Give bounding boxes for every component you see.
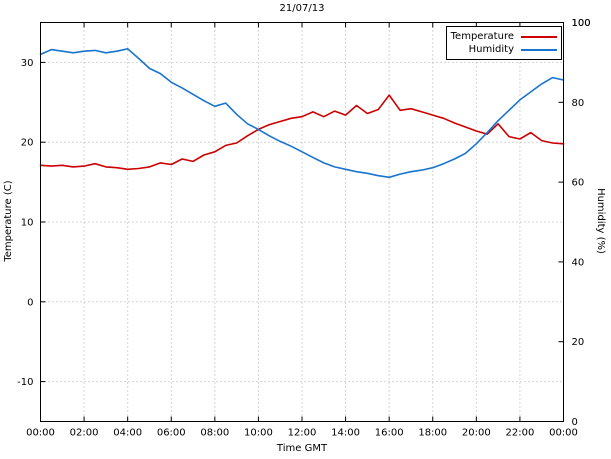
svg-text:20: 20 [21, 138, 34, 149]
temperature-line-swatch [521, 35, 557, 38]
svg-text:08:00: 08:00 [200, 428, 229, 439]
svg-text:10: 10 [21, 218, 34, 229]
svg-text:04:00: 04:00 [113, 428, 142, 439]
svg-text:20: 20 [572, 337, 585, 348]
legend-item-humidity: Humidity [447, 43, 557, 56]
legend-label-temperature: Temperature [450, 31, 514, 42]
svg-text:30: 30 [21, 58, 34, 69]
legend-label-humidity: Humidity [468, 44, 514, 55]
x-axis-label: Time GMT [276, 443, 328, 454]
svg-text:22:00: 22:00 [506, 428, 535, 439]
svg-text:12:00: 12:00 [288, 428, 317, 439]
svg-text:20:00: 20:00 [462, 428, 491, 439]
svg-text:100: 100 [572, 18, 591, 29]
svg-text:80: 80 [572, 98, 585, 109]
svg-text:14:00: 14:00 [331, 428, 360, 439]
legend-item-temperature: Temperature [447, 30, 557, 43]
svg-text:-10: -10 [17, 377, 33, 388]
chart-title: 21/07/13 [279, 3, 325, 14]
svg-text:06:00: 06:00 [157, 428, 186, 439]
humidity-line-swatch [521, 48, 557, 51]
svg-text:02:00: 02:00 [70, 428, 99, 439]
svg-text:00:00: 00:00 [549, 428, 578, 439]
svg-text:100: 100 [572, 18, 591, 29]
svg-text:10:00: 10:00 [244, 428, 273, 439]
svg-text:0: 0 [572, 417, 578, 428]
svg-text:16:00: 16:00 [375, 428, 404, 439]
svg-text:18:00: 18:00 [418, 428, 447, 439]
svg-text:0: 0 [27, 297, 33, 308]
svg-text:00:00: 00:00 [26, 428, 55, 439]
legend: Temperature Humidity [446, 26, 562, 60]
svg-text:40: 40 [572, 257, 585, 268]
svg-text:60: 60 [572, 178, 585, 189]
